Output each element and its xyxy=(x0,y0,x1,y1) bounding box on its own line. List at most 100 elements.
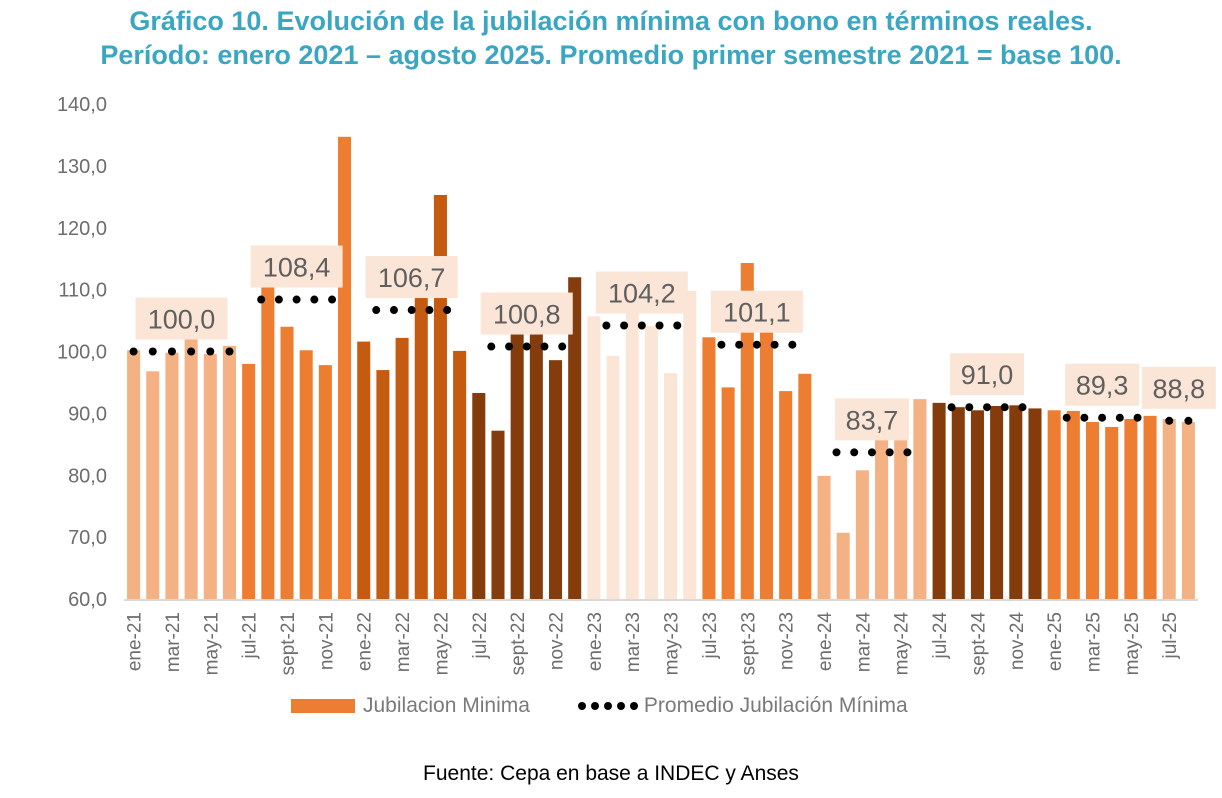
x-tick-label: nov-21 xyxy=(316,612,337,670)
bar-jul-21 xyxy=(242,363,256,599)
bar-dic-22 xyxy=(568,277,582,599)
average-dot xyxy=(206,347,215,356)
average-dot xyxy=(310,295,319,304)
average-dot xyxy=(274,295,283,304)
average-dot xyxy=(717,340,726,349)
x-tick-label: nov-24 xyxy=(1007,612,1028,671)
average-label: 101,1 xyxy=(723,298,791,328)
x-tick-label: nov-22 xyxy=(547,612,568,670)
average-label-box xyxy=(834,398,909,441)
bar-may-21 xyxy=(203,353,217,599)
average-dot xyxy=(1165,416,1174,425)
average-dot xyxy=(522,342,531,351)
x-tick-label: may-22 xyxy=(431,612,452,675)
average-dot xyxy=(389,306,398,315)
bar-jul-23 xyxy=(702,337,716,599)
x-tick-label: mar-22 xyxy=(393,612,414,672)
x-tick-label: sept-21 xyxy=(278,612,299,675)
bar-ago-23 xyxy=(721,387,735,599)
average-dot xyxy=(867,448,876,457)
average-label: 100,0 xyxy=(148,305,216,335)
average-dot xyxy=(903,448,912,457)
bar-jun-22 xyxy=(453,350,467,599)
average-dot xyxy=(983,403,992,412)
average-dot xyxy=(947,403,956,412)
bar-jul-25 xyxy=(1162,418,1176,599)
average-dot xyxy=(602,321,611,330)
x-tick-label: may-23 xyxy=(662,612,683,675)
bar-sept-21 xyxy=(280,326,294,599)
average-dot xyxy=(540,342,549,351)
y-tick-label: 140,0 xyxy=(57,94,107,116)
bar-jun-23 xyxy=(683,290,697,599)
average-dot xyxy=(752,340,761,349)
y-tick-label: 80,0 xyxy=(68,465,107,487)
average-dot xyxy=(1000,403,1009,412)
bar-feb-21 xyxy=(146,371,160,599)
bar-mar-23 xyxy=(625,290,639,599)
average-dot xyxy=(1062,413,1071,422)
legend-dots-swatch xyxy=(577,702,638,710)
average-dot xyxy=(505,342,514,351)
bar-may-25 xyxy=(1124,418,1138,599)
average-dot xyxy=(225,347,234,356)
average-dot xyxy=(1115,413,1124,422)
source-note: Fuente: Cepa en base a INDEC y Anses xyxy=(423,762,799,785)
bar-nov-22 xyxy=(548,360,563,599)
bar-mar-24 xyxy=(855,470,869,599)
bar-nov-24 xyxy=(1009,405,1023,599)
bar-jul-22 xyxy=(472,392,486,599)
average-labels: 100,0 108,4 106,7 100,8 104,2 101,1 83,7 91,0 89… xyxy=(135,245,1216,441)
bar-ene-21 xyxy=(127,350,141,599)
x-tick-label: may-21 xyxy=(201,612,222,675)
bar-mar-25 xyxy=(1085,422,1100,599)
bar-jun-24 xyxy=(913,399,927,599)
bar-oct-24 xyxy=(990,405,1004,599)
average-dot xyxy=(885,448,894,457)
bar-ago-21 xyxy=(261,254,275,599)
legend-dots-label: Promedio Jubilación Mínima xyxy=(643,694,908,717)
average-label: 106,7 xyxy=(378,263,446,293)
average-dot xyxy=(443,306,452,315)
average-dot xyxy=(965,403,974,412)
average-label: 88,8 xyxy=(1153,374,1206,404)
average-label: 91,0 xyxy=(961,360,1014,390)
average-dot xyxy=(167,347,176,356)
average-dot xyxy=(407,306,416,315)
average-label-box xyxy=(710,290,803,333)
average-dot xyxy=(1098,413,1107,422)
y-tick-label: 100,0 xyxy=(57,342,107,364)
x-tick-label: nov-23 xyxy=(777,612,798,670)
average-label: 89,3 xyxy=(1076,371,1129,401)
average-dot xyxy=(620,321,629,330)
average-label: 83,7 xyxy=(846,405,899,435)
average-label: 100,8 xyxy=(493,300,561,330)
y-tick-label: 60,0 xyxy=(68,589,107,611)
bar-abr-23 xyxy=(644,326,658,599)
x-tick-label: mar-21 xyxy=(163,612,184,672)
bar-dic-24 xyxy=(1028,408,1042,599)
average-dot xyxy=(1018,403,1027,412)
average-dot xyxy=(655,321,664,330)
bar-feb-24 xyxy=(836,532,850,599)
bar-mar-21 xyxy=(165,352,179,599)
average-dot xyxy=(425,306,434,315)
x-tick-label: sept-24 xyxy=(968,612,989,676)
average-dot xyxy=(372,306,381,315)
average-label-box xyxy=(595,271,688,314)
bar-abr-21 xyxy=(184,337,198,599)
x-tick-label: jul-25 xyxy=(1160,612,1181,659)
bar-ene-23 xyxy=(587,316,601,599)
average-dot xyxy=(850,448,859,457)
x-tick-label: ene-25 xyxy=(1045,612,1066,671)
average-dot xyxy=(1184,416,1193,425)
average-label: 108,4 xyxy=(263,253,331,283)
bar-ene-24 xyxy=(817,475,831,599)
x-tick-label: ene-21 xyxy=(125,612,146,671)
x-tick-label: sept-23 xyxy=(738,612,759,675)
legend: Jubilacion Minima Promedio Jubilación Mí… xyxy=(291,694,908,718)
x-tick-label: jul-21 xyxy=(240,612,261,659)
y-tick-label: 120,0 xyxy=(57,218,107,240)
bar-sept-23 xyxy=(740,263,754,599)
bars xyxy=(127,136,1195,600)
